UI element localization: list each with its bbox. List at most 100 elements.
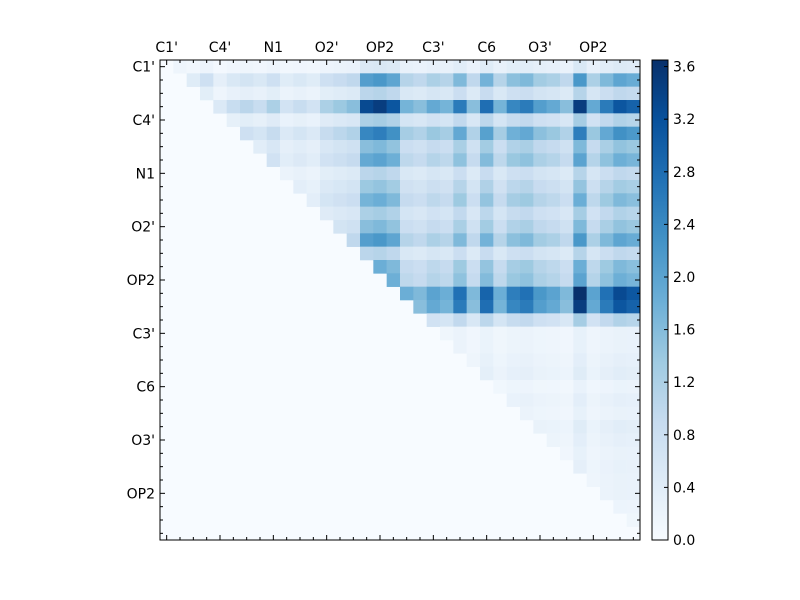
heatmap-cell	[520, 366, 534, 381]
heatmap-cell	[293, 180, 307, 194]
heatmap-cell	[626, 300, 641, 314]
heatmap-cell	[226, 113, 241, 127]
heatmap-cell	[413, 126, 427, 141]
heatmap-cell	[360, 206, 374, 221]
heatmap-cell	[360, 73, 374, 87]
heatmap-cell	[600, 433, 614, 447]
heatmap-cell	[373, 113, 387, 127]
heatmap-cell	[586, 140, 601, 154]
heatmap-cell	[560, 286, 574, 301]
heatmap-cell	[506, 273, 521, 287]
heatmap-cell	[586, 206, 601, 221]
heatmap-cell	[600, 473, 614, 487]
heatmap-cell	[626, 420, 641, 434]
heatmap-cell	[373, 140, 387, 154]
y-tick-label: OP2	[127, 273, 155, 289]
heatmap-cell	[280, 126, 294, 141]
heatmap-cell	[386, 246, 401, 261]
heatmap-cell	[493, 326, 507, 341]
heatmap-cell	[520, 313, 534, 327]
y-tick-label: C1'	[132, 60, 155, 76]
heatmap-cell	[493, 153, 507, 167]
heatmap-cell	[480, 246, 494, 261]
heatmap-cell	[360, 100, 374, 114]
heatmap-cell	[546, 433, 561, 447]
heatmap-cell	[466, 166, 481, 181]
heatmap-cell	[586, 406, 601, 421]
heatmap-cell	[440, 326, 454, 341]
heatmap-cell	[573, 286, 587, 301]
heatmap-cell	[360, 86, 374, 101]
heatmap-cell	[466, 246, 481, 261]
colorbar-tick-label: 0.4	[673, 480, 695, 496]
heatmap-cell	[493, 166, 507, 181]
heatmap-cell	[200, 60, 214, 74]
heatmap-cell	[546, 86, 561, 101]
heatmap-cell	[546, 353, 561, 367]
heatmap-cell	[560, 420, 574, 434]
heatmap-cell	[333, 73, 347, 87]
heatmap-cell	[240, 113, 254, 127]
heatmap-cell	[573, 220, 587, 234]
heatmap-cell	[413, 140, 427, 154]
heatmap-cell	[306, 153, 321, 167]
heatmap-cell	[440, 60, 454, 74]
x-tick-label: OP2	[366, 40, 394, 56]
heatmap-cell	[320, 180, 334, 194]
heatmap-cell	[400, 166, 414, 181]
heatmap-cell	[520, 326, 534, 341]
heatmap-cell	[506, 380, 521, 394]
heatmap-cell	[386, 60, 401, 74]
heatmap-cell	[586, 340, 601, 354]
heatmap-cell	[480, 113, 494, 127]
heatmap-cell	[360, 113, 374, 127]
heatmap-cell	[253, 113, 267, 127]
y-tick-label: OP2	[127, 486, 155, 502]
heatmap-cell	[626, 60, 641, 74]
heatmap-cell	[400, 100, 414, 114]
heatmap-cell	[546, 393, 561, 407]
heatmap-cell	[466, 60, 481, 74]
heatmap-cell	[346, 140, 361, 154]
heatmap-cell	[506, 326, 521, 341]
heatmap-cell	[493, 126, 507, 141]
heatmap-cell	[546, 206, 561, 221]
heatmap-cell	[586, 460, 601, 474]
heatmap-cell	[493, 260, 507, 274]
heatmap-cell	[613, 313, 627, 327]
heatmap-cell	[400, 113, 414, 127]
heatmap-cell	[626, 233, 641, 247]
heatmap-cell	[400, 140, 414, 154]
heatmap-cell	[306, 180, 321, 194]
heatmap-cell	[506, 313, 521, 327]
heatmap-cell	[586, 366, 601, 381]
heatmap-cell	[586, 180, 601, 194]
heatmap-cell	[373, 60, 387, 74]
heatmap-cell	[373, 233, 387, 247]
heatmap-cell	[573, 340, 587, 354]
heatmap-cell	[453, 206, 467, 221]
heatmap-cell	[613, 433, 627, 447]
heatmap-cell	[413, 60, 427, 74]
heatmap-cell	[600, 246, 614, 261]
heatmap-cell	[266, 100, 281, 114]
heatmap-cell	[506, 60, 521, 74]
heatmap-cell	[546, 326, 561, 341]
heatmap-cell	[373, 246, 387, 261]
heatmap-cell	[480, 260, 494, 274]
heatmap-cell	[493, 340, 507, 354]
heatmap-cell	[333, 100, 347, 114]
heatmap-cell	[546, 246, 561, 261]
heatmap-cell	[346, 60, 361, 74]
heatmap-cell	[546, 100, 561, 114]
heatmap-cell	[520, 153, 534, 167]
heatmap-cell	[480, 273, 494, 287]
colorbar-tick-label: 2.0	[673, 270, 695, 286]
heatmap-cell	[320, 113, 334, 127]
heatmap-cell	[600, 233, 614, 247]
heatmap-cell	[266, 126, 281, 141]
heatmap-cell	[533, 126, 547, 141]
heatmap-cell	[266, 73, 281, 87]
heatmap-cell	[520, 233, 534, 247]
heatmap-cell	[533, 153, 547, 167]
